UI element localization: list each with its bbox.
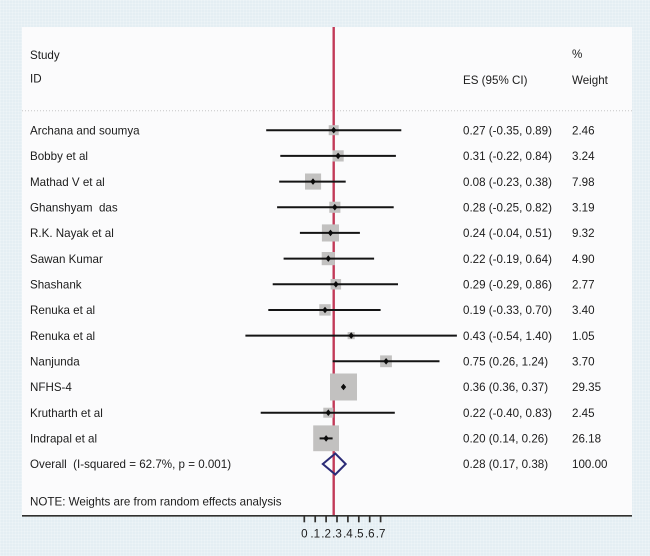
svg-text:0.36 (0.36, 0.37): 0.36 (0.36, 0.37) bbox=[463, 381, 548, 394]
svg-text:0.22 (-0.40, 0.83): 0.22 (-0.40, 0.83) bbox=[463, 407, 552, 420]
svg-text:2.46: 2.46 bbox=[572, 124, 595, 137]
svg-text:Sawan Kumar: Sawan Kumar bbox=[30, 253, 103, 266]
svg-text:0.19 (-0.33, 0.70): 0.19 (-0.33, 0.70) bbox=[463, 304, 552, 317]
svg-text:3.70: 3.70 bbox=[572, 356, 595, 369]
svg-text:Nanjunda: Nanjunda bbox=[30, 356, 80, 369]
svg-text:0.31 (-0.22, 0.84): 0.31 (-0.22, 0.84) bbox=[463, 150, 552, 163]
svg-text:7.98: 7.98 bbox=[572, 176, 595, 189]
svg-text:.5: .5 bbox=[354, 528, 364, 541]
svg-text:.4: .4 bbox=[343, 528, 353, 541]
svg-text:Bobby et al: Bobby et al bbox=[30, 150, 88, 163]
svg-text:0.75 (0.26, 1.24): 0.75 (0.26, 1.24) bbox=[463, 356, 548, 369]
svg-text:Krutharth et al: Krutharth et al bbox=[30, 407, 103, 420]
svg-text:Renuka et al: Renuka et al bbox=[30, 330, 95, 343]
svg-text:.3: .3 bbox=[332, 528, 342, 541]
svg-text:3.24: 3.24 bbox=[572, 150, 595, 163]
svg-text:0.22 (-0.19, 0.64): 0.22 (-0.19, 0.64) bbox=[463, 253, 552, 266]
svg-text:NFHS-4: NFHS-4 bbox=[30, 381, 72, 394]
svg-text:Study: Study bbox=[30, 49, 60, 62]
svg-text:.1: .1 bbox=[310, 528, 320, 541]
svg-text:100.00: 100.00 bbox=[572, 458, 607, 471]
svg-text:1.05: 1.05 bbox=[572, 330, 595, 343]
svg-text:3.40: 3.40 bbox=[572, 304, 595, 317]
svg-text:0.27 (-0.35, 0.89): 0.27 (-0.35, 0.89) bbox=[463, 124, 552, 137]
svg-text:Mathad V et al: Mathad V et al bbox=[30, 176, 105, 189]
svg-text:NOTE: Weights are from random: NOTE: Weights are from random effects an… bbox=[30, 496, 282, 509]
svg-text:.6: .6 bbox=[365, 528, 375, 541]
svg-text:26.18: 26.18 bbox=[572, 433, 601, 446]
svg-text:3.19: 3.19 bbox=[572, 201, 595, 214]
svg-text:Overall (I-squared = 62.7%, p: Overall (I-squared = 62.7%, p = 0.001) bbox=[30, 458, 231, 471]
svg-text:2.77: 2.77 bbox=[572, 279, 595, 292]
svg-text:0.43 (-0.54, 1.40): 0.43 (-0.54, 1.40) bbox=[463, 330, 552, 343]
svg-text:4.90: 4.90 bbox=[572, 253, 595, 266]
svg-text:Indrapal et al: Indrapal et al bbox=[30, 433, 97, 446]
svg-text:2.45: 2.45 bbox=[572, 407, 595, 420]
svg-text:ID: ID bbox=[30, 73, 42, 86]
svg-text:9.32: 9.32 bbox=[572, 227, 595, 240]
svg-text:Archana and soumya: Archana and soumya bbox=[30, 124, 140, 137]
svg-text:0.08 (-0.23, 0.38): 0.08 (-0.23, 0.38) bbox=[463, 176, 552, 189]
svg-text:0.28 (0.17, 0.38): 0.28 (0.17, 0.38) bbox=[463, 458, 548, 471]
svg-text:.2: .2 bbox=[321, 528, 331, 541]
svg-text:.7: .7 bbox=[376, 528, 386, 541]
svg-text:0: 0 bbox=[301, 528, 307, 541]
svg-text:0.20 (0.14, 0.26): 0.20 (0.14, 0.26) bbox=[463, 433, 548, 446]
svg-text:%: % bbox=[572, 48, 582, 61]
svg-text:Ghanshyam das: Ghanshyam das bbox=[30, 201, 118, 214]
svg-text:0.28 (-0.25, 0.82): 0.28 (-0.25, 0.82) bbox=[463, 201, 552, 214]
svg-text:Shashank: Shashank bbox=[30, 279, 82, 292]
svg-text:ES (95% CI): ES (95% CI) bbox=[463, 74, 528, 87]
svg-text:29.35: 29.35 bbox=[572, 381, 601, 394]
svg-text:0.29 (-0.29, 0.86): 0.29 (-0.29, 0.86) bbox=[463, 279, 552, 292]
svg-text:Weight: Weight bbox=[572, 74, 609, 87]
svg-text:Renuka et al: Renuka et al bbox=[30, 304, 95, 317]
svg-text:R.K. Nayak et al: R.K. Nayak et al bbox=[30, 227, 114, 240]
svg-text:0.24 (-0.04, 0.51): 0.24 (-0.04, 0.51) bbox=[463, 227, 552, 240]
